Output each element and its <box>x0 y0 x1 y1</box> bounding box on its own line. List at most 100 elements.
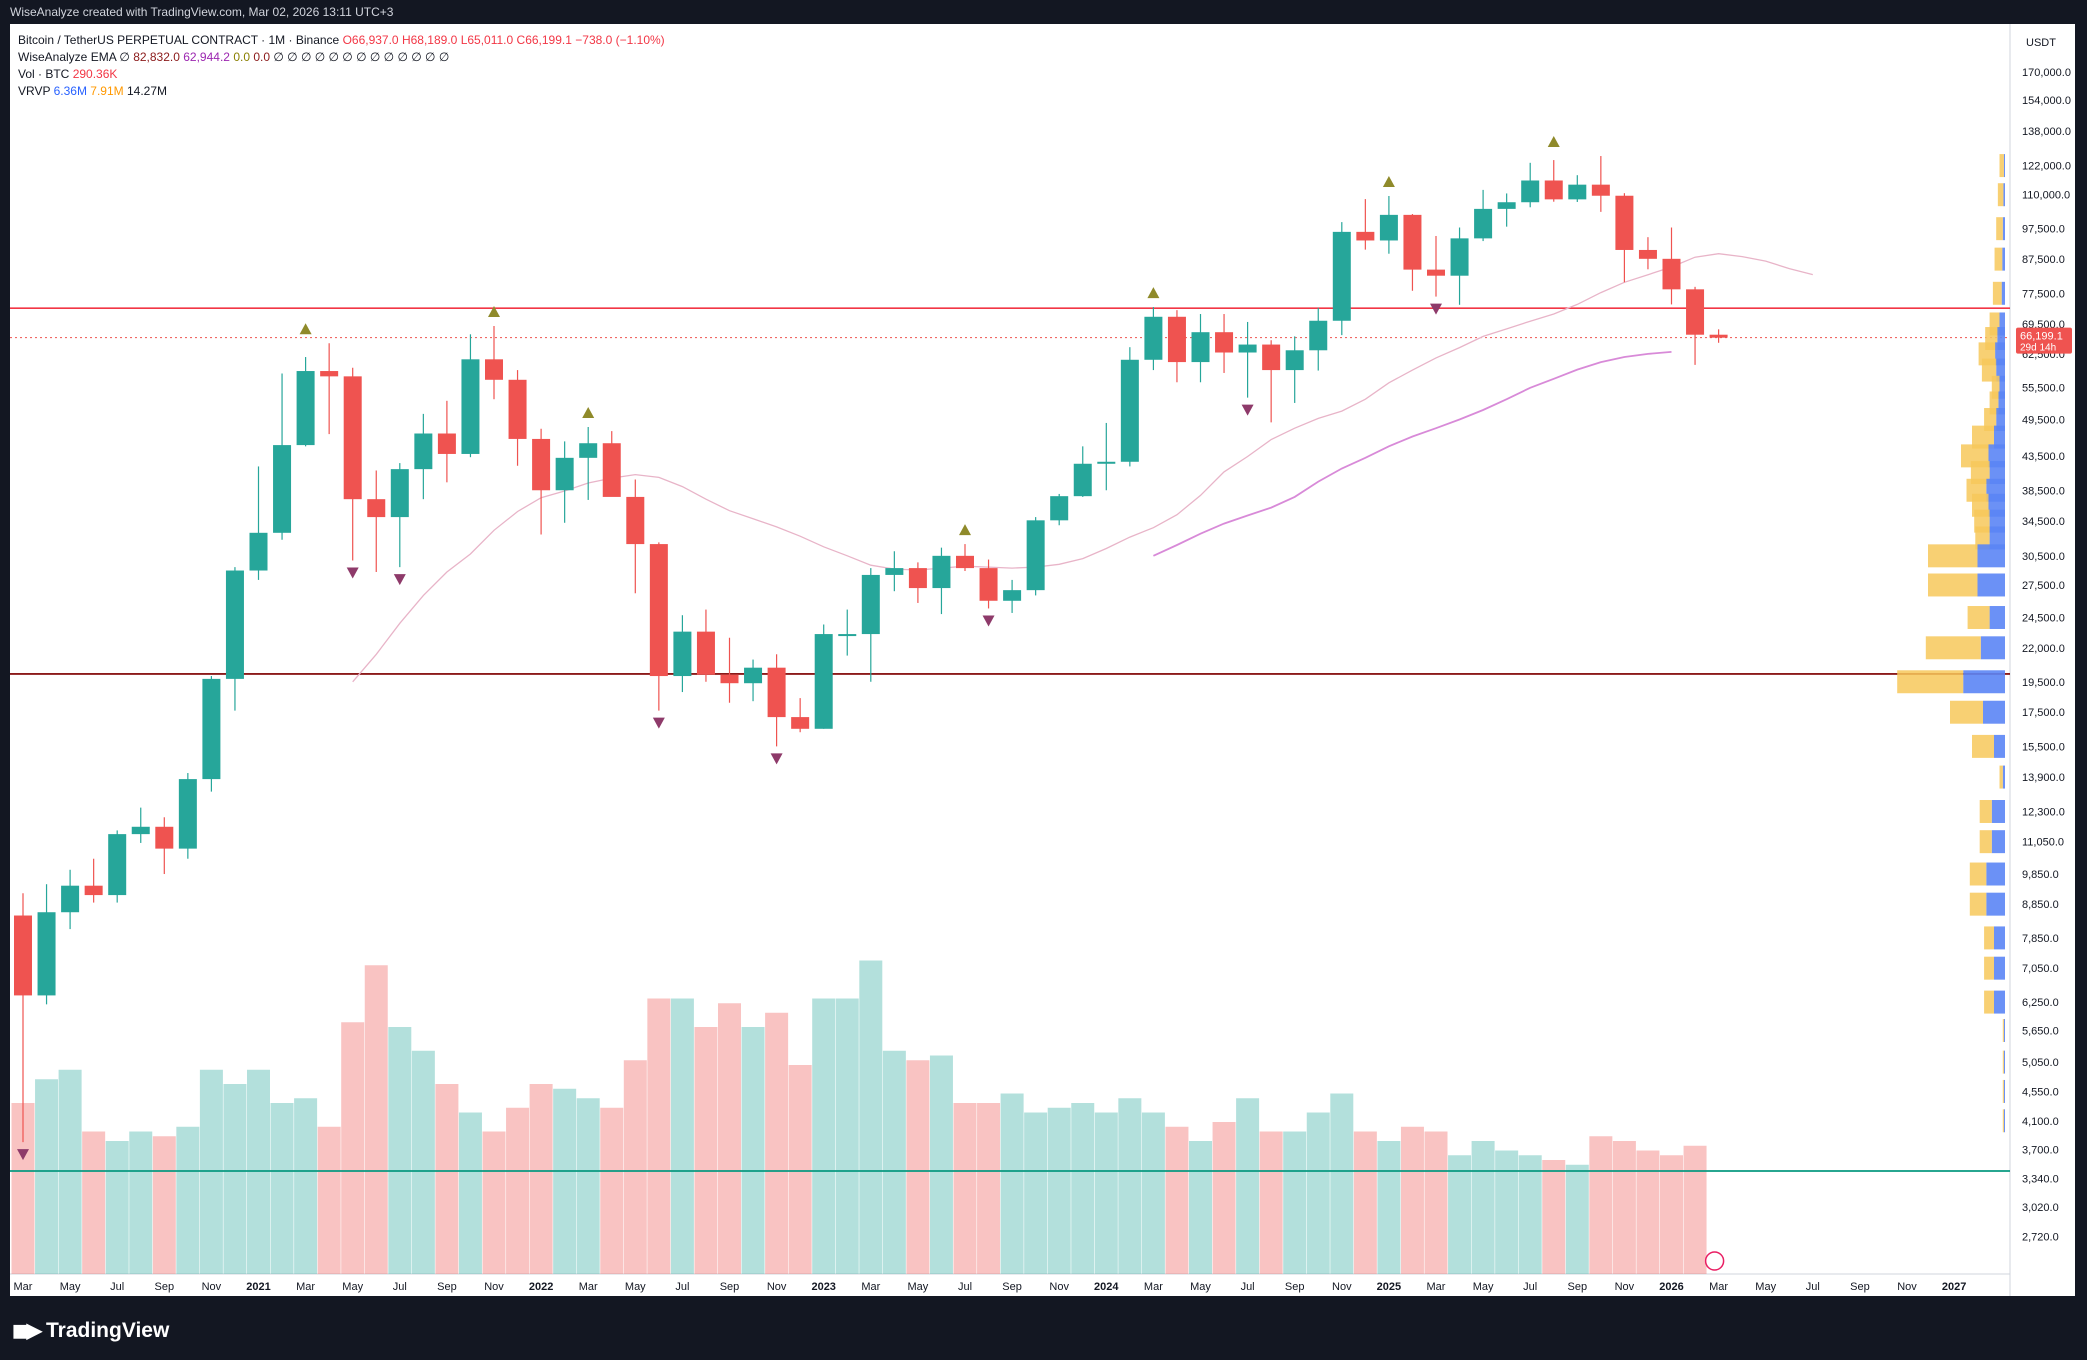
volume-bar <box>1094 1112 1118 1274</box>
volume-bar <box>1047 1107 1071 1274</box>
candle-body <box>343 376 362 500</box>
candle-body <box>178 779 197 849</box>
price-tick-label: 8,850.0 <box>2022 899 2059 911</box>
price-tick-label: 6,250.0 <box>2022 997 2059 1009</box>
chart-legend: Bitcoin / TetherUS PERPETUAL CONTRACT · … <box>18 32 665 100</box>
candle-body <box>555 457 574 491</box>
time-tick-label: Mar <box>1709 1281 1728 1293</box>
candle-body <box>131 826 150 835</box>
vrvp-up-bar <box>1999 765 2003 789</box>
candle-body <box>1427 269 1445 276</box>
candle-body <box>885 568 904 575</box>
chart-area[interactable]: 170,000.0 154,000.0 138,000.0 122,000.0 110,… <box>10 24 2075 1296</box>
candle-body <box>61 885 80 913</box>
vrvp-up-bar <box>1950 700 1983 724</box>
legend-vrvp-total: 14.27M <box>127 84 168 98</box>
time-tick-label: Nov <box>1615 1281 1635 1293</box>
candle-body <box>1356 231 1375 241</box>
price-tick-label: 15,500.0 <box>2022 741 2065 753</box>
candle-body <box>1238 344 1257 353</box>
time-tick-label: Mar <box>1427 1281 1446 1293</box>
time-tick-label: Sep <box>1285 1281 1305 1293</box>
vrvp-down-bar <box>1989 461 2005 485</box>
legend-ema-settings-icon[interactable]: ∅ <box>119 50 130 64</box>
legend-ema-row[interactable]: WiseAnalyze EMA ∅ 82,832.0 62,944.2 0.0 … <box>18 49 665 66</box>
price-tick-label: 154,000.0 <box>2022 95 2071 107</box>
volume-bar <box>670 998 694 1274</box>
volume-bar <box>576 1098 600 1274</box>
time-tick-label: Sep <box>1002 1281 1022 1293</box>
legend-vrvp-row[interactable]: VRVP 6.36M 7.91M 14.27M <box>18 83 665 100</box>
last-price-badge <box>2016 327 2072 354</box>
candle-body <box>249 532 268 571</box>
volume-bar <box>1353 1131 1377 1274</box>
candle-body <box>1026 520 1045 591</box>
candle-body <box>1167 316 1186 363</box>
volume-bar <box>1330 1093 1354 1274</box>
vrvp-up-bar <box>1928 544 1978 568</box>
vrvp-down-bar <box>1999 375 2005 399</box>
vrvp-down-bar <box>2002 247 2005 271</box>
countdown-label: 29d 14h <box>2020 343 2056 354</box>
pivot-low-marker <box>982 615 995 627</box>
vrvp-up-bar <box>1994 247 2003 271</box>
volume-bar <box>1660 1155 1683 1274</box>
ema-slow-line <box>1153 351 1672 557</box>
ema-fast-line <box>352 253 1813 683</box>
legend-ema-value-5: ∅ ∅ ∅ ∅ ∅ ∅ ∅ ∅ ∅ ∅ ∅ ∅ ∅ <box>273 50 450 64</box>
price-tick-label: 12,300.0 <box>2022 806 2065 818</box>
time-tick-label: Nov <box>1049 1281 1069 1293</box>
price-tick-label: 27,500.0 <box>2022 580 2065 592</box>
candle-body <box>37 912 56 996</box>
legend-ema-value-4: 0.0 <box>253 50 271 64</box>
time-tick-label: Jul <box>1241 1281 1255 1293</box>
time-tick-label: Sep <box>437 1281 457 1293</box>
volume-bar <box>788 1065 812 1274</box>
vrvp-down-bar <box>1995 342 2005 366</box>
vrvp-up-bar <box>1975 526 1990 550</box>
vrvp-up-bar <box>1992 281 2002 305</box>
price-tick-label: 4,550.0 <box>2022 1086 2059 1098</box>
candle-body <box>1262 344 1281 371</box>
volume-bar <box>953 1103 977 1274</box>
time-tick-label: Jul <box>110 1281 124 1293</box>
vrvp-down-bar <box>2001 281 2005 305</box>
candle-body <box>696 631 715 675</box>
pivot-high-marker <box>1382 175 1395 187</box>
price-tick-label: 2,720.0 <box>2022 1231 2059 1243</box>
candle-body <box>579 443 598 458</box>
time-tick-label: May <box>1473 1281 1494 1293</box>
time-tick-label: Nov <box>484 1281 504 1293</box>
pivot-low-marker <box>1241 404 1254 416</box>
volume-bar <box>1565 1164 1589 1274</box>
legend-vrvp-up: 7.91M <box>90 84 124 98</box>
legend-ema-value-3: 0.0 <box>233 50 250 64</box>
last-price-label: 66,199.1 <box>2020 331 2063 343</box>
candle-body <box>225 570 244 679</box>
candle-body <box>1285 350 1304 371</box>
legend-symbol[interactable]: Bitcoin / TetherUS PERPETUAL CONTRACT · … <box>18 33 340 47</box>
candle-body <box>1309 320 1328 351</box>
vrvp-down-bar <box>1977 544 2005 568</box>
price-tick-label: 43,500.0 <box>2022 451 2065 463</box>
vrvp-up-bar <box>1928 573 1978 597</box>
vrvp-down-bar <box>1989 606 2005 629</box>
volume-bar <box>294 1098 318 1274</box>
time-tick-label: Nov <box>202 1281 222 1293</box>
volume-bar <box>859 960 883 1274</box>
tradingview-logo[interactable]: ◼▶ TradingView <box>12 1318 169 1343</box>
volume-bar <box>1306 1112 1330 1274</box>
candle-body <box>956 555 974 569</box>
time-tick-label: Mar <box>1144 1281 1163 1293</box>
volume-bar <box>341 1022 365 1274</box>
volume-bar <box>411 1050 435 1274</box>
volume-bar <box>317 1126 341 1274</box>
time-tick-label: 2026 <box>1659 1281 1683 1293</box>
replay-icon[interactable] <box>1704 1251 1725 1271</box>
candle-body <box>108 834 127 896</box>
time-tick-label: May <box>1190 1281 1211 1293</box>
chart-svg[interactable]: 170,000.0 154,000.0 138,000.0 122,000.0 110,… <box>10 24 2075 1296</box>
legend-vol-row[interactable]: Vol · BTC 290.36K <box>18 66 665 83</box>
candle-body <box>1073 463 1092 497</box>
volume-bar <box>105 1141 129 1274</box>
